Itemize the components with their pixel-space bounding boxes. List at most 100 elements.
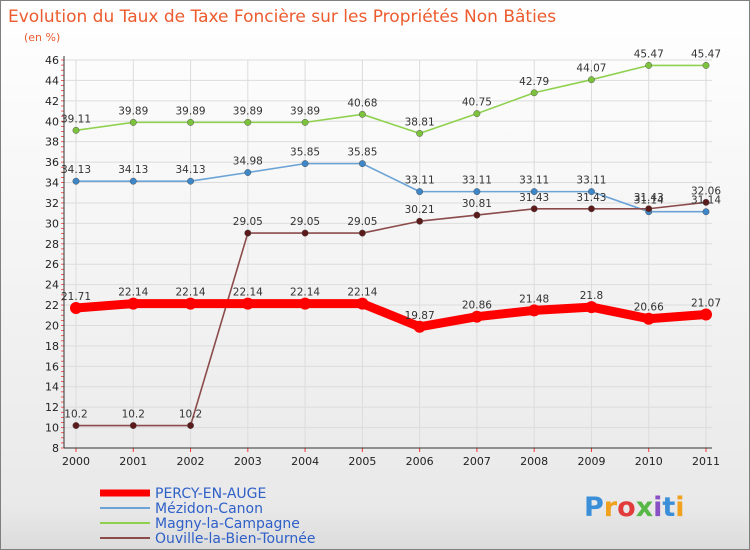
data-label-ouville-la-bien-tourn-e: 31.43: [634, 192, 664, 204]
data-point-ouville-la-bien-tourn-e: [416, 217, 424, 225]
chart-title: Evolution du Taux de Taxe Foncière sur l…: [8, 7, 556, 27]
series-line-percy-en-auge: [75, 299, 707, 332]
data-point-ouville-la-bien-tourn-e: [588, 205, 595, 213]
x-tick-label: 2011: [692, 455, 720, 468]
data-label-m-zidon-canon: 33.11: [576, 175, 606, 187]
data-point-magny-la-campagne: [702, 61, 710, 69]
data-label-magny-la-campagne: 44.07: [576, 63, 606, 75]
data-label-magny-la-campagne: 45.47: [634, 48, 664, 60]
data-label-magny-la-campagne: 39.11: [61, 113, 91, 125]
data-point-percy-en-auge: [127, 297, 140, 310]
data-label-m-zidon-canon: 34.13: [118, 164, 148, 176]
data-label-percy-en-auge: 21.8: [580, 290, 603, 302]
data-point-m-zidon-canon: [416, 188, 424, 196]
data-point-magny-la-campagne: [416, 129, 424, 137]
data-label-percy-en-auge: 22.14: [347, 287, 377, 299]
data-label-magny-la-campagne: 39.89: [233, 105, 263, 117]
legend[interactable]: PERCY-EN-AUGEMézidon-CanonMagny-la-Campa…: [100, 486, 316, 547]
x-tick-label: 2004: [291, 455, 319, 468]
data-label-percy-en-auge: 21.48: [519, 293, 549, 305]
logo-text: Proxiti: [584, 492, 685, 523]
series-line-m-zidon-canon: [76, 162, 706, 213]
grid: [64, 59, 712, 449]
data-point-percy-en-auge: [356, 297, 369, 310]
y-tick-label: 20: [45, 319, 59, 332]
data-label-m-zidon-canon: 35.85: [290, 147, 320, 159]
data-label-magny-la-campagne: 39.89: [290, 105, 320, 117]
data-point-magny-la-campagne: [473, 110, 481, 118]
data-labels: 39.11 39.89 39.89 39.89 39.89 40.68 38.81 40.75…: [61, 48, 721, 420]
x-tick-label: 2005: [348, 455, 376, 468]
data-label-m-zidon-canon: 35.85: [347, 147, 377, 159]
data-label-m-zidon-canon: 33.11: [519, 175, 549, 187]
data-label-m-zidon-canon: 34.98: [233, 156, 263, 168]
data-point-magny-la-campagne: [645, 61, 653, 69]
data-point-m-zidon-canon: [301, 160, 309, 168]
y-tick-label: 40: [45, 115, 59, 128]
data-point-percy-en-auge: [299, 297, 312, 310]
y-tick-label: 10: [45, 422, 59, 435]
data-label-m-zidon-canon: 34.13: [176, 164, 206, 176]
data-point-ouville-la-bien-tourn-e: [358, 229, 366, 237]
y-tick-label: 16: [45, 360, 59, 373]
data-point-m-zidon-canon: [129, 177, 137, 185]
x-tick-label: 2007: [463, 455, 491, 468]
data-label-percy-en-auge: 22.14: [290, 287, 320, 299]
y-tick-label: 30: [45, 217, 59, 230]
data-label-ouville-la-bien-tourn-e: 30.21: [405, 204, 435, 216]
data-point-magny-la-campagne: [301, 118, 309, 126]
x-tick-label: 2008: [520, 455, 548, 468]
data-label-percy-en-auge: 20.66: [634, 302, 664, 314]
data-label-ouville-la-bien-tourn-e: 31.43: [576, 192, 606, 204]
data-label-magny-la-campagne: 40.75: [462, 97, 492, 109]
data-point-percy-en-auge: [70, 302, 82, 315]
data-point-ouville-la-bien-tourn-e: [645, 205, 653, 213]
data-point-magny-la-campagne: [129, 118, 137, 126]
data-label-percy-en-auge: 22.14: [233, 287, 263, 299]
data-label-magny-la-campagne: 42.79: [519, 76, 549, 88]
data-point-ouville-la-bien-tourn-e: [72, 422, 80, 429]
y-tick-label: 8: [52, 442, 59, 455]
data-point-ouville-la-bien-tourn-e: [702, 198, 710, 206]
y-tick-label: 14: [45, 381, 59, 394]
series-group: [70, 61, 712, 429]
data-point-percy-en-auge: [642, 312, 655, 325]
data-label-m-zidon-canon: 34.13: [61, 164, 91, 176]
axes: 8 10 12 14 16 18 20 22 24 26 28 30 32 34 36 38 40 42 44 46 2…: [45, 54, 720, 468]
x-tick-label: 2000: [62, 455, 90, 468]
y-tick-label: 34: [45, 177, 59, 190]
data-point-ouville-la-bien-tourn-e: [530, 205, 538, 213]
data-point-ouville-la-bien-tourn-e: [301, 229, 309, 237]
data-point-ouville-la-bien-tourn-e: [187, 422, 194, 429]
data-label-magny-la-campagne: 39.89: [118, 105, 148, 117]
data-point-percy-en-auge: [241, 297, 254, 310]
data-label-magny-la-campagne: 38.81: [405, 116, 435, 128]
data-label-percy-en-auge: 22.14: [118, 287, 148, 299]
data-label-percy-en-auge: 21.71: [61, 291, 91, 303]
data-label-ouville-la-bien-tourn-e: 10.2: [122, 409, 145, 421]
series-line-ouville-la-bien-tourn-e: [76, 201, 707, 427]
data-label-ouville-la-bien-tourn-e: 10.2: [179, 409, 202, 421]
y-tick-label: 24: [45, 279, 59, 292]
data-point-m-zidon-canon: [588, 188, 595, 196]
data-point-percy-en-auge: [184, 297, 197, 310]
data-label-m-zidon-canon: 31.14: [634, 195, 664, 207]
data-point-percy-en-auge: [470, 310, 483, 323]
y-axis-unit: (en %): [24, 31, 60, 44]
x-tick-label: 2009: [577, 455, 605, 468]
data-point-m-zidon-canon: [187, 177, 194, 185]
data-label-ouville-la-bien-tourn-e: 31.43: [519, 192, 549, 204]
data-point-magny-la-campagne: [588, 76, 595, 84]
data-point-percy-en-auge: [413, 320, 426, 333]
data-point-magny-la-campagne: [358, 110, 366, 118]
series-line-magny-la-campagne: [75, 64, 706, 135]
data-label-magny-la-campagne: 39.89: [176, 105, 206, 117]
y-tick-label: 38: [45, 136, 59, 149]
data-point-m-zidon-canon: [473, 188, 481, 196]
data-point-m-zidon-canon: [72, 177, 80, 185]
y-tick-label: 22: [45, 299, 59, 312]
data-point-magny-la-campagne: [72, 126, 80, 134]
data-point-magny-la-campagne: [530, 89, 538, 97]
